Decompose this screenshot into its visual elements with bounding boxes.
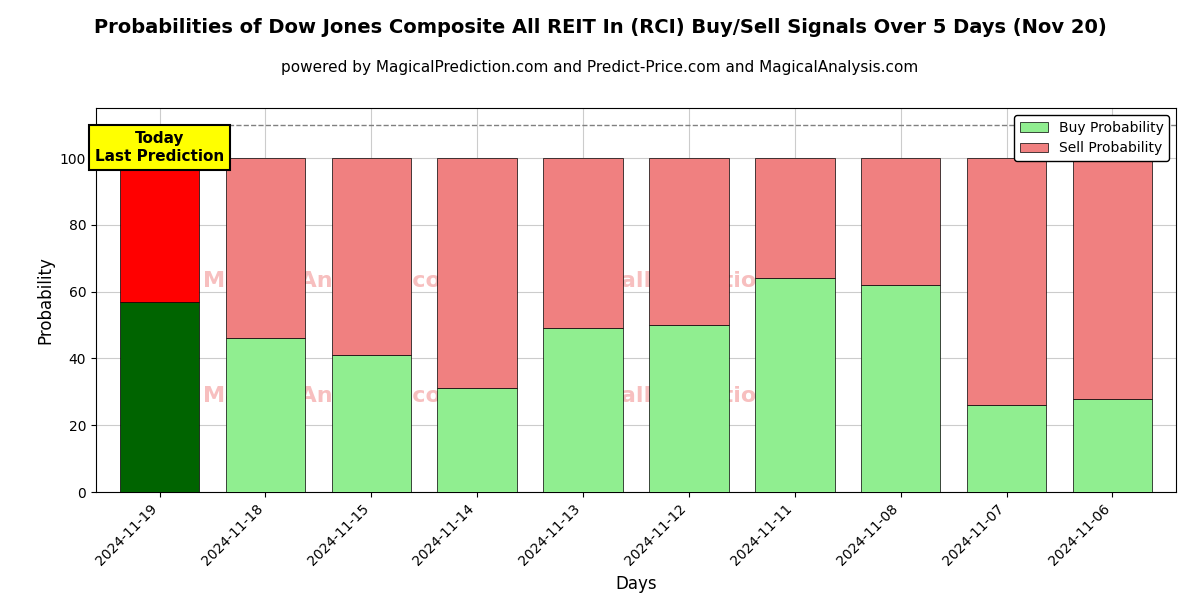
- Text: Probabilities of Dow Jones Composite All REIT In (RCI) Buy/Sell Signals Over 5 D: Probabilities of Dow Jones Composite All…: [94, 18, 1106, 37]
- Bar: [438, 388, 517, 492]
- Bar: [331, 158, 412, 355]
- Bar: [544, 328, 623, 492]
- Bar: [331, 355, 412, 492]
- Bar: [649, 325, 728, 492]
- Bar: [1073, 158, 1152, 398]
- Bar: [226, 158, 305, 338]
- Bar: [862, 285, 941, 492]
- Bar: [226, 338, 305, 492]
- X-axis label: Days: Days: [616, 575, 656, 593]
- Text: MagicalPrediction.com: MagicalPrediction.com: [547, 271, 833, 291]
- Bar: [967, 405, 1046, 492]
- Text: MagicalAnalysis.com: MagicalAnalysis.com: [203, 386, 464, 406]
- Bar: [544, 158, 623, 328]
- Bar: [120, 158, 199, 302]
- Bar: [755, 278, 834, 492]
- Bar: [649, 158, 728, 325]
- Text: MagicalAnalysis.com: MagicalAnalysis.com: [203, 271, 464, 291]
- Text: Today
Last Prediction: Today Last Prediction: [95, 131, 224, 164]
- Y-axis label: Probability: Probability: [36, 256, 54, 344]
- Bar: [1073, 398, 1152, 492]
- Bar: [967, 158, 1046, 405]
- Bar: [438, 158, 517, 388]
- Legend: Buy Probability, Sell Probability: Buy Probability, Sell Probability: [1014, 115, 1169, 161]
- Text: powered by MagicalPrediction.com and Predict-Price.com and MagicalAnalysis.com: powered by MagicalPrediction.com and Pre…: [281, 60, 919, 75]
- Bar: [755, 158, 834, 278]
- Text: MagicalPrediction.com: MagicalPrediction.com: [547, 386, 833, 406]
- Bar: [862, 158, 941, 285]
- Bar: [120, 302, 199, 492]
